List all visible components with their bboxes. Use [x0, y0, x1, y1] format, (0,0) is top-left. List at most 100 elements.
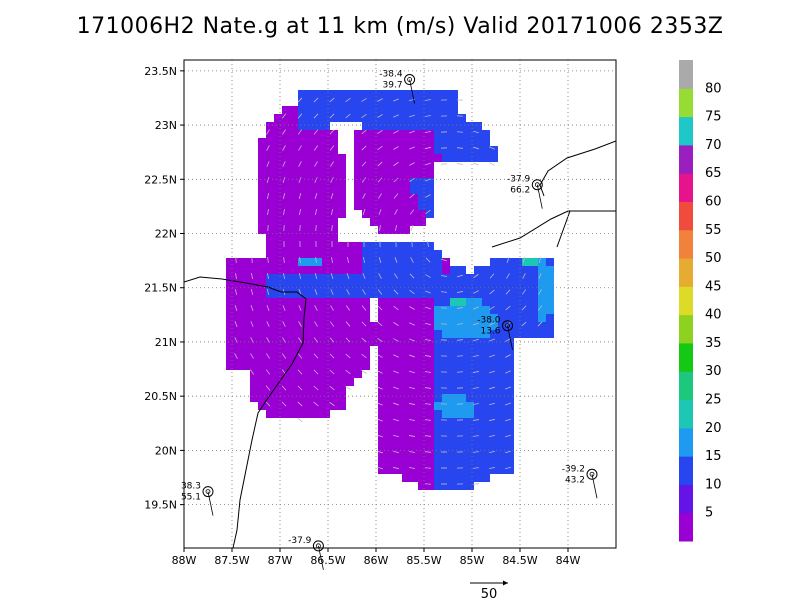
wind-cell	[474, 386, 482, 394]
wind-cell	[474, 266, 482, 274]
wind-arrow	[265, 385, 271, 391]
wind-arrow	[297, 129, 303, 135]
wind-cell	[402, 370, 410, 378]
wind-cell	[386, 298, 394, 306]
wind-cell	[290, 106, 298, 114]
colorbar-swatch	[679, 116, 693, 146]
wind-cell	[418, 410, 426, 418]
wind-cell	[290, 378, 298, 386]
wind-cell	[290, 346, 298, 354]
wind-arrow	[393, 402, 399, 406]
wind-cell	[410, 218, 418, 226]
wind-cell	[394, 346, 402, 354]
wind-arrow	[393, 370, 399, 374]
wind-cell	[450, 90, 458, 98]
wind-cell	[394, 274, 402, 282]
wind-cell	[378, 346, 386, 354]
wind-cell	[346, 290, 354, 298]
wind-arrow	[330, 208, 334, 216]
wind-cell	[314, 210, 322, 218]
wind-cell	[282, 210, 290, 218]
wind-cell	[538, 266, 546, 274]
wind-cell	[322, 210, 330, 218]
wind-cell	[474, 338, 482, 346]
wind-arrow	[538, 256, 542, 264]
wind-cell	[418, 122, 426, 130]
wind-arrow	[456, 339, 464, 341]
wind-arrow	[346, 289, 350, 295]
wind-cell	[450, 130, 458, 138]
wind-arrow	[409, 289, 415, 295]
wind-cell	[314, 202, 322, 210]
wind-cell	[330, 402, 338, 410]
wind-cell	[394, 458, 402, 466]
wind-cell	[394, 218, 402, 226]
wind-cell	[498, 466, 506, 474]
wind-cell	[290, 218, 298, 226]
wind-arrow	[472, 371, 480, 373]
wind-cell	[410, 242, 418, 250]
wind-arrow	[313, 369, 319, 375]
wind-arrow	[378, 193, 382, 199]
wind-arrow	[345, 337, 351, 343]
wind-arrow	[314, 305, 318, 311]
wind-arrow	[283, 256, 285, 264]
wind-cell	[298, 234, 306, 242]
wind-cell	[490, 298, 498, 306]
station-marker	[404, 74, 416, 86]
wind-cell	[266, 314, 274, 322]
wind-cell	[266, 226, 274, 234]
wind-cell	[330, 146, 338, 154]
wind-cell	[442, 138, 450, 146]
wind-cell	[338, 402, 346, 410]
wind-cell	[402, 346, 410, 354]
wind-cell	[482, 330, 490, 338]
wind-cell	[490, 402, 498, 410]
wind-cell	[322, 170, 330, 178]
wind-cell	[386, 210, 394, 218]
wind-cell	[474, 442, 482, 450]
wind-arrow	[297, 401, 303, 407]
wind-arrow	[472, 387, 480, 389]
wind-cell	[362, 90, 370, 98]
wind-cell	[394, 258, 402, 266]
wind-cell	[314, 106, 322, 114]
wind-cell	[258, 154, 266, 162]
wind-cell	[410, 410, 418, 418]
wind-arrow	[234, 353, 238, 359]
wind-cell	[330, 130, 338, 138]
wind-arrow	[393, 322, 399, 326]
wind-cell	[410, 370, 418, 378]
wind-cell	[434, 378, 442, 386]
wind-cell	[442, 258, 450, 266]
wind-cell	[466, 330, 474, 338]
wind-cell	[442, 346, 450, 354]
wind-arrow	[504, 466, 512, 470]
wind-cell	[338, 322, 346, 330]
wind-cell	[354, 258, 362, 266]
wind-cell	[426, 466, 434, 474]
wind-cell	[338, 378, 346, 386]
wind-cell	[250, 314, 258, 322]
wind-arrow	[345, 385, 351, 391]
wind-cell	[282, 218, 290, 226]
wind-cell	[290, 114, 298, 122]
wind-cell	[378, 410, 386, 418]
wind-arrow	[330, 273, 334, 279]
wind-arrow	[282, 192, 286, 200]
wind-cell	[354, 370, 362, 378]
wind-arrow	[393, 98, 399, 102]
wind-arrow	[282, 305, 286, 311]
wind-cell	[538, 306, 546, 314]
wind-cell	[266, 298, 274, 306]
wind-cell	[386, 410, 394, 418]
wind-cell	[434, 154, 442, 162]
wind-cell	[490, 146, 498, 154]
wind-cell	[282, 298, 290, 306]
wind-cell	[338, 338, 346, 346]
wind-cell	[306, 106, 314, 114]
wind-cell	[354, 338, 362, 346]
wind-arrow	[425, 290, 431, 294]
wind-cell	[450, 402, 458, 410]
wind-cell	[386, 130, 394, 138]
